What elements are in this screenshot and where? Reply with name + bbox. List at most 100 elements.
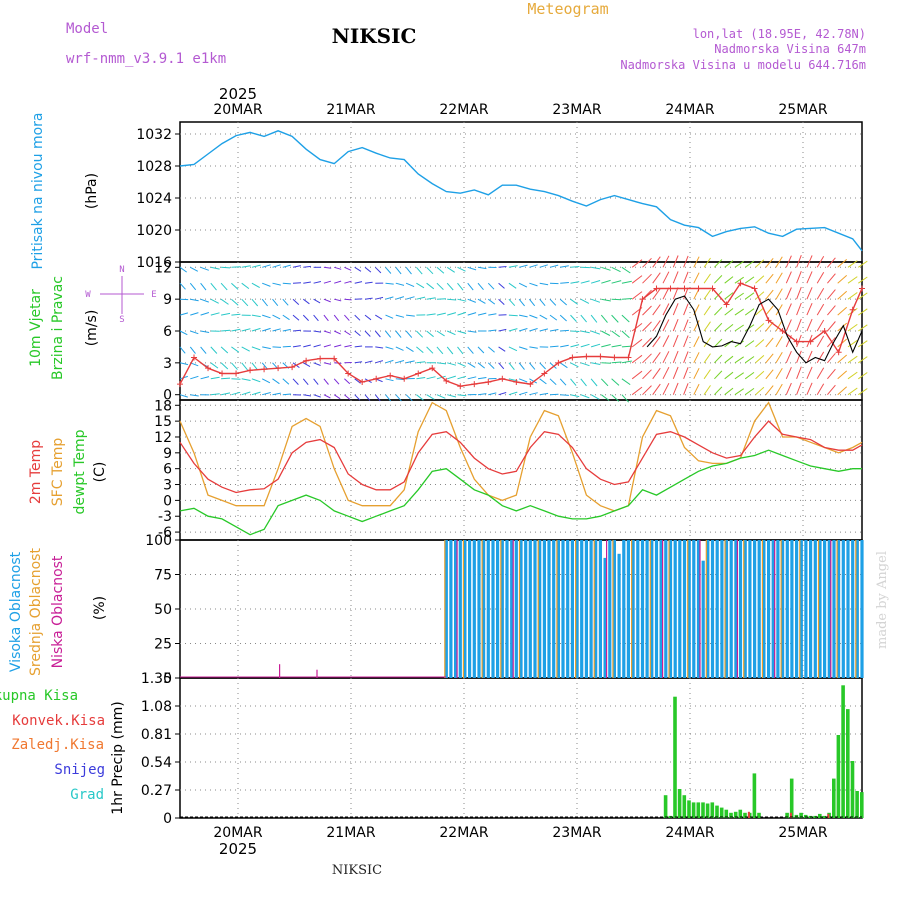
wind-arrow <box>662 303 670 316</box>
wind-arrow <box>785 382 792 395</box>
wind-arrow <box>179 282 186 290</box>
precip-total-bar <box>729 812 733 818</box>
y-tick-label: 9 <box>163 446 172 462</box>
wind-arrow <box>785 303 792 316</box>
cloud-high-bar <box>486 540 490 678</box>
wind-arrow <box>724 308 734 316</box>
wind-arrow <box>611 298 622 301</box>
cloud-high-bar <box>785 540 789 678</box>
wind-arrow <box>785 366 792 380</box>
wind-arrow <box>282 264 291 268</box>
cloud-high-bar <box>813 540 817 678</box>
wind-arrow <box>539 314 548 320</box>
wind-speed-point <box>191 354 198 361</box>
wind-arrow <box>570 298 578 305</box>
cloud-high-bar <box>720 540 724 678</box>
cloud-high-bar <box>622 540 626 678</box>
wind-arrow <box>683 271 689 284</box>
wind-arrow <box>621 394 630 403</box>
wind-arrow <box>405 394 413 402</box>
wind-arrow <box>611 330 620 338</box>
wind-arrow <box>179 266 187 273</box>
wind-arrow <box>816 256 825 268</box>
wind-arrow <box>652 256 661 268</box>
precip-conv-bar <box>747 811 750 818</box>
wind-speed-point <box>835 349 842 356</box>
wind-arrow <box>560 265 569 268</box>
precip-total-bar <box>850 761 855 818</box>
wind-arrow <box>827 273 836 284</box>
wind-arrow <box>827 257 836 268</box>
cloud-mid-bar <box>500 540 502 678</box>
cloud-unit: (%) <box>92 596 108 620</box>
wind-arrow <box>703 353 711 364</box>
cloud-high-bar <box>818 540 822 678</box>
wind-arrow <box>385 330 392 338</box>
wind-arrow <box>426 346 434 354</box>
pressure-label: Pritisak na nivou mora <box>30 112 46 269</box>
wind-arrow <box>837 306 848 316</box>
wind-arrow <box>334 280 342 284</box>
top-date-label: 25MAR <box>778 102 827 118</box>
wind-speed-point <box>541 370 548 377</box>
wind-arrow <box>221 329 231 332</box>
wind-arrow <box>498 298 505 305</box>
wind-arrow <box>447 394 457 398</box>
wind-arrow <box>539 298 546 307</box>
wind-arrow <box>334 344 342 348</box>
tempsfc-label: SFC Temp <box>50 438 66 507</box>
wind-arrow <box>703 385 711 395</box>
wind-arrow <box>662 319 670 332</box>
wind-arrow <box>827 289 836 300</box>
wind-arrow <box>457 346 464 355</box>
wind-arrow <box>447 312 457 316</box>
wind-arrow <box>272 264 281 268</box>
wind-arrow <box>416 266 423 275</box>
wind-arrow <box>416 346 424 353</box>
y-tick-label: 1020 <box>136 223 172 239</box>
wind-arrow <box>734 372 744 380</box>
wind-arrow <box>436 312 446 316</box>
wind-arrow <box>251 327 261 332</box>
wind-arrow <box>302 378 309 386</box>
wind-arrow <box>827 321 836 332</box>
cloud-high-bar <box>510 540 514 678</box>
wind-arrow <box>313 330 322 333</box>
wind-arrow <box>262 282 271 287</box>
wind-arrow <box>323 280 332 284</box>
station-title: NIKSIC <box>332 24 417 48</box>
cloud-high-bar <box>687 540 691 678</box>
wind-arrow <box>231 328 241 332</box>
cloud-mid-bar <box>780 540 782 678</box>
wind-arrow <box>518 298 525 307</box>
wind-unit: (m/s) <box>84 310 100 347</box>
wind-arrow <box>662 366 670 380</box>
precip-total-bar <box>794 814 799 818</box>
wind-arrow <box>272 392 281 396</box>
cloud-low-bar <box>606 540 608 678</box>
cloud-low-bar <box>316 669 318 678</box>
wind-label: 10m Vjetar <box>28 289 44 367</box>
wind-arrow <box>313 344 321 348</box>
wind-arrow <box>806 366 813 380</box>
cloud-high-bar <box>823 540 827 678</box>
cloud-high-bar <box>748 540 752 678</box>
cloud-high-bar <box>538 540 542 678</box>
wind-arrow <box>241 265 251 268</box>
wind-arrow <box>559 298 568 306</box>
wind-arrow <box>179 394 188 398</box>
wind-arrow <box>549 314 558 321</box>
wind-arrow <box>426 282 435 290</box>
wind-arrow <box>785 350 792 364</box>
wind-arrow <box>847 292 858 300</box>
precip-total-bar <box>715 805 719 818</box>
model-name: wrf-nmm_v3.9.1 e1km <box>66 51 226 67</box>
wind-arrow <box>467 376 477 380</box>
cloud-high-bar <box>566 540 570 678</box>
wind-arrow <box>354 361 363 364</box>
wind-arrow <box>775 336 783 348</box>
cloud-high-bar <box>678 540 682 678</box>
wind-arrow <box>364 314 372 321</box>
cloud-mid-bar <box>556 540 558 678</box>
wind-arrow <box>734 260 744 268</box>
